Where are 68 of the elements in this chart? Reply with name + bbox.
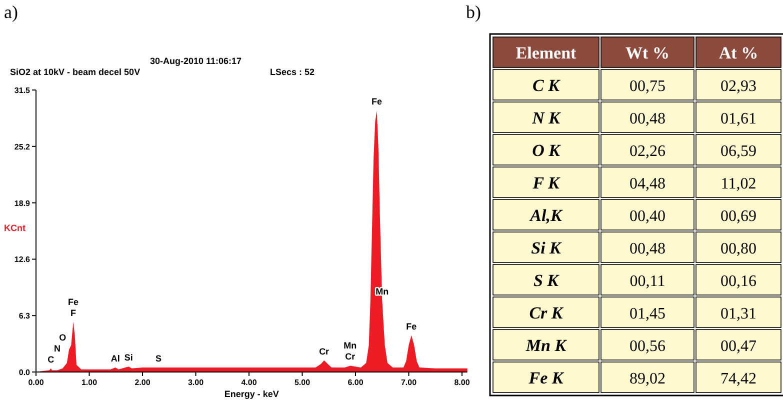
x-axis-title: Energy - keV <box>224 389 279 399</box>
x-tick-label: 3.00 <box>188 378 204 387</box>
chart-title: a) <box>4 2 18 22</box>
text: LSecs : 52 <box>270 67 315 77</box>
data-label: 11,02 <box>720 175 756 192</box>
annotation: Mn <box>344 340 357 351</box>
data-label: 02,93 <box>720 78 756 95</box>
data-label: 89,02 <box>630 370 666 388</box>
data-label: 01,45 <box>630 305 666 322</box>
category-label: Al,K <box>529 206 564 225</box>
category-label: S K <box>533 270 560 290</box>
text: 30-Aug-2010 11:06:17 <box>150 56 242 66</box>
data-label: 00,47 <box>720 338 756 355</box>
data-label: 74,42 <box>720 370 756 388</box>
x-tick-label: 2.00 <box>134 378 151 387</box>
category-label: Mn K <box>524 336 568 355</box>
category-label: Cr K <box>529 303 564 322</box>
y-tick-label: 25.2 <box>14 142 31 152</box>
data-label: 04,48 <box>630 175 666 192</box>
data-label: 00,56 <box>630 338 666 355</box>
x-tick-label: 0.00 <box>28 378 44 387</box>
y-axis-title: KCnt <box>4 223 26 233</box>
annotation: S <box>155 354 162 364</box>
category-label: F K <box>532 173 561 192</box>
annotation: N <box>54 343 61 354</box>
data-label: 00,80 <box>720 240 756 258</box>
annotation: Fe <box>68 296 79 307</box>
x-tick-label: 6.00 <box>348 378 364 387</box>
text: Element <box>516 43 577 62</box>
category-label: C K <box>532 76 562 95</box>
data-label: 01,61 <box>720 110 756 128</box>
category-label: Si K <box>531 238 563 258</box>
y-tick-label: 31.5 <box>14 86 31 95</box>
annotation: Al <box>110 354 120 364</box>
annotation: F <box>70 308 77 318</box>
series-label: Wt % <box>626 43 670 62</box>
y-tick-label: 12.6 <box>14 255 31 264</box>
text: SiO2 at 10kV - beam decel 50V <box>10 67 140 77</box>
annotation: Si <box>124 352 133 363</box>
category-label: Fe K <box>528 368 565 388</box>
data-label: 00,11 <box>630 272 666 290</box>
annotation: C <box>48 354 55 364</box>
annotation: Cr <box>345 352 356 362</box>
data-label: 00,48 <box>630 240 666 258</box>
data-label: 06,59 <box>720 142 756 160</box>
data-label: 00,40 <box>630 208 666 225</box>
category-label: N K <box>531 108 562 128</box>
series-label: At % <box>718 43 758 62</box>
annotation: Fe <box>406 321 417 332</box>
category-label: O K <box>532 140 562 160</box>
x-tick-label: 7.00 <box>400 378 418 387</box>
annotation: Fe <box>372 96 382 107</box>
text: b) <box>466 2 481 22</box>
y-tick-label: 18.9 <box>14 198 31 208</box>
x-tick-label: 4.00 <box>241 378 258 387</box>
y-tick-label: 0.0 <box>18 368 31 377</box>
data-label: 00,75 <box>630 78 666 95</box>
x-tick-label: 5.00 <box>294 378 311 387</box>
data-label: 00,16 <box>720 272 756 290</box>
annotation: O <box>59 332 66 342</box>
annotation: Cr <box>319 346 330 356</box>
data-label: 00,48 <box>630 110 666 128</box>
x-tick-label: 1.00 <box>81 378 98 387</box>
data-label: 01,31 <box>720 305 756 322</box>
data-label: 02,26 <box>630 142 666 160</box>
data-label: 00,69 <box>720 208 756 225</box>
x-tick-label: 8.00 <box>454 378 470 387</box>
y-tick-label: 6.3 <box>18 312 31 321</box>
